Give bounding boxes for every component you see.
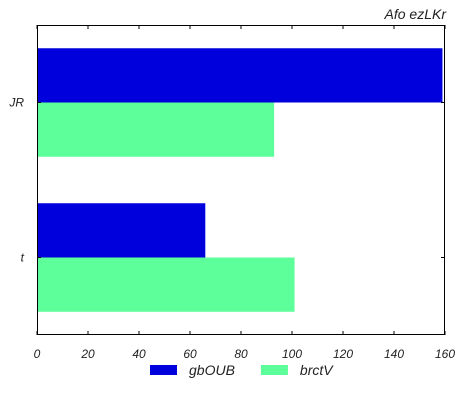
legend-label-brctV: brctV [300, 362, 334, 378]
legend: gbOUB brctV [150, 362, 334, 378]
x-tick-label: 140 [384, 347, 404, 361]
x-tick-label: 0 [34, 347, 41, 361]
bars-layer [37, 48, 443, 312]
x-tick-label: 60 [183, 347, 197, 361]
chart-title: Afo ezLKr [384, 6, 446, 22]
x-tick-label: 40 [132, 347, 146, 361]
x-tick-label: 160 [435, 347, 455, 361]
bar-gbOUB-JR [37, 48, 443, 103]
x-tick-label: 100 [282, 347, 302, 361]
legend-label-gbOUB: gbOUB [189, 362, 235, 378]
legend-swatch-gbOUB [150, 365, 177, 375]
x-tick-label: 120 [333, 347, 353, 361]
bar-gbOUB-t [37, 203, 206, 258]
y-tick-label: t [21, 251, 25, 265]
bar-brctV-JR [37, 102, 275, 157]
legend-swatch-brctV [260, 365, 288, 375]
x-tick-label: 20 [80, 347, 95, 361]
x-tick-label: 80 [234, 347, 248, 361]
ticks-layer: JR t 0 20 40 60 80 100 120 140 160 [8, 25, 455, 361]
bar-brctV-t [37, 257, 295, 312]
y-tick-label: JR [8, 96, 24, 110]
